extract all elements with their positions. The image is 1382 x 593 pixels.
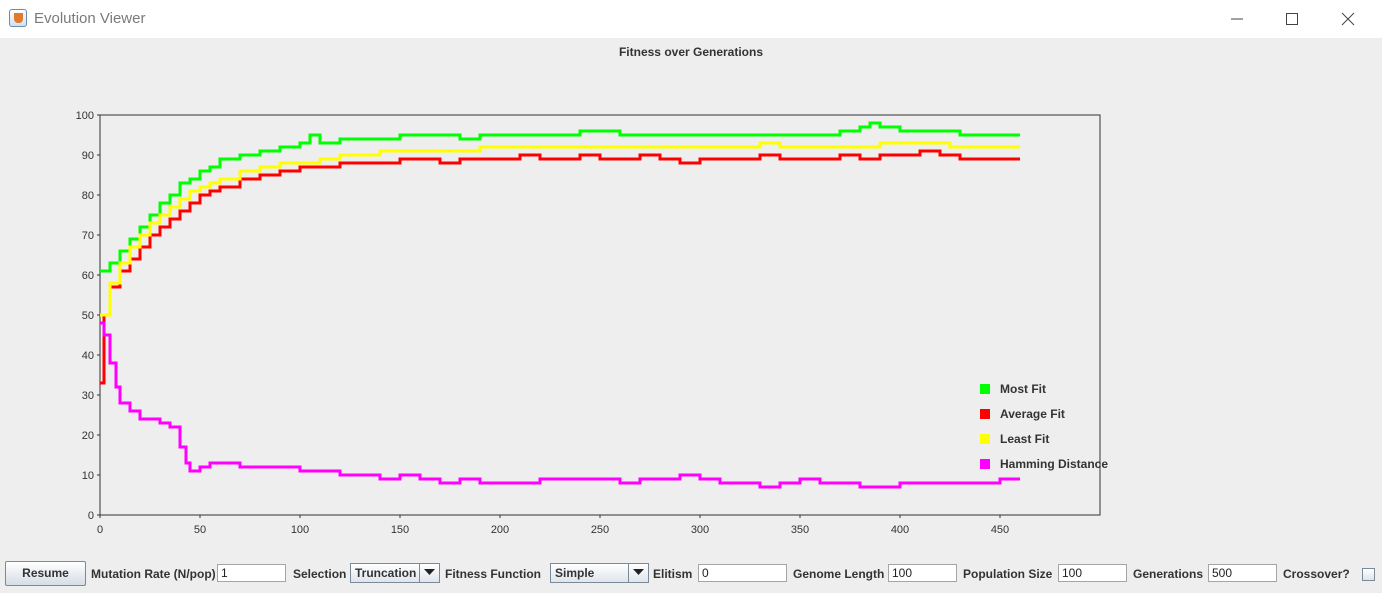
y-tick-label: 20 [82, 430, 94, 442]
close-icon [1341, 12, 1355, 26]
y-tick-label: 90 [82, 150, 94, 162]
y-tick-label: 40 [82, 350, 94, 362]
x-tick-label: 350 [791, 524, 809, 536]
x-tick-label: 250 [591, 524, 609, 536]
selection-label: Selection [293, 567, 347, 581]
population-size-field[interactable]: 100 [1058, 564, 1127, 582]
x-tick-label: 400 [891, 524, 909, 536]
elitism-field[interactable]: 0 [698, 564, 787, 582]
plot-area [99, 114, 1101, 516]
legend-swatch [980, 384, 990, 394]
fitness-function-dropdown[interactable]: Simple [550, 563, 649, 583]
legend-label: Hamming Distance [1000, 457, 1108, 471]
elitism-label: Elitism [653, 567, 693, 581]
y-tick-label: 80 [82, 190, 94, 202]
close-button[interactable] [1325, 0, 1371, 38]
x-tick-label: 0 [97, 524, 103, 536]
chevron-down-icon [633, 569, 644, 575]
y-tick-label: 70 [82, 230, 94, 242]
y-tick-label: 50 [82, 310, 94, 322]
maximize-icon [1286, 13, 1298, 25]
resume-button[interactable]: Resume [5, 561, 86, 586]
x-tick-label: 150 [391, 524, 409, 536]
minimize-icon [1231, 18, 1243, 20]
legend: Most Fit Average Fit Least Fit Hamming Dist… [980, 382, 1108, 471]
x-tick-label: 100 [291, 524, 309, 536]
y-tick-label: 100 [76, 110, 94, 122]
y-tick-label: 10 [82, 470, 94, 482]
chevron-down-icon [424, 569, 435, 575]
mutation-rate-label: Mutation Rate (N/pop) [91, 567, 216, 581]
x-tick-label: 50 [194, 524, 206, 536]
series-lines [100, 121, 1020, 489]
legend-label: Least Fit [1000, 432, 1049, 446]
legend-swatch [980, 434, 990, 444]
title-bar: Evolution Viewer [0, 0, 1382, 38]
y-tick-label: 0 [88, 510, 94, 522]
fitness-function-label: Fitness Function [445, 567, 541, 581]
series-line-hamming-distance [100, 321, 1020, 489]
minimize-button[interactable] [1214, 0, 1260, 38]
population-size-label: Population Size [963, 567, 1053, 581]
selection-dropdown[interactable]: Truncation [350, 563, 440, 583]
legend-label: Average Fit [1000, 407, 1065, 421]
maximize-button[interactable] [1269, 0, 1315, 38]
genome-length-field[interactable]: 100 [888, 564, 957, 582]
chart-title: Fitness over Generations [618, 45, 764, 59]
fitness-function-value: Simple [555, 566, 595, 580]
generations-label: Generations [1133, 567, 1204, 581]
control-bar: Resume Mutation Rate (N/pop) 1 Selection… [0, 558, 1382, 593]
legend-swatch [980, 459, 990, 469]
crossover-label: Crossover? [1283, 567, 1350, 581]
y-tick-label: 30 [82, 390, 94, 402]
legend-swatch [980, 409, 990, 419]
generations-field[interactable]: 500 [1208, 564, 1277, 582]
selection-value: Truncation [355, 566, 417, 580]
window-title: Evolution Viewer [34, 10, 146, 27]
crossover-checkbox[interactable] [1362, 568, 1375, 581]
series-line-least-fit [100, 141, 1020, 317]
legend-label: Most Fit [1000, 382, 1046, 396]
x-tick-label: 450 [991, 524, 1009, 536]
y-tick-label: 60 [82, 270, 94, 282]
x-tick-label: 300 [691, 524, 709, 536]
mutation-rate-field[interactable]: 1 [217, 564, 286, 582]
x-tick-label: 200 [491, 524, 509, 536]
series-line-most-fit [100, 121, 1020, 273]
genome-length-label: Genome Length [793, 567, 885, 581]
series-line-average-fit [100, 149, 1020, 385]
axes: 0 50 100 150 200 250 300 350 400 450 0 10 20 30 40 50 60… [76, 110, 1010, 536]
java-app-icon [9, 9, 27, 27]
fitness-chart: 0 50 100 150 200 250 300 350 400 450 0 10 20 30 40 50 60… [76, 110, 1109, 536]
